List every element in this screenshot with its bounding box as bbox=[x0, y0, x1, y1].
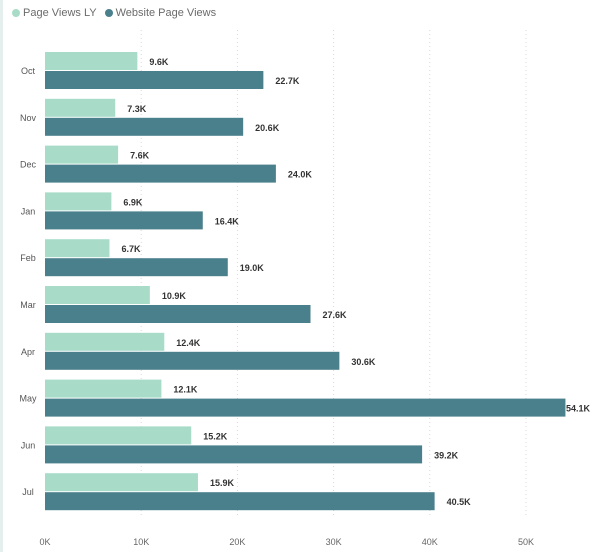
x-tick-label: 20K bbox=[229, 537, 245, 547]
data-label: 15.9K bbox=[210, 478, 235, 488]
data-label: 30.6K bbox=[351, 357, 376, 367]
bar-page-views-ly bbox=[45, 286, 150, 304]
data-label: 7.6K bbox=[130, 151, 150, 161]
bar-page-views-ly bbox=[45, 98, 116, 117]
chart-legend: Page Views LY Website Page Views bbox=[12, 4, 216, 22]
bar-page-views-ly bbox=[45, 239, 110, 258]
data-label: 27.6K bbox=[323, 310, 348, 320]
category-label: Nov bbox=[20, 113, 37, 123]
x-tick-label: 40K bbox=[422, 537, 438, 547]
x-tick-label: 10K bbox=[133, 537, 149, 547]
data-label: 20.6K bbox=[255, 123, 280, 133]
data-label: 15.2K bbox=[203, 431, 228, 441]
bar-page-views-ly bbox=[45, 426, 192, 445]
legend-swatch-icon bbox=[12, 9, 20, 17]
data-label: 24.0K bbox=[288, 170, 313, 180]
data-label: 16.4K bbox=[215, 216, 240, 226]
category-label: May bbox=[19, 394, 37, 404]
x-tick-label: 50K bbox=[518, 537, 534, 547]
legend-swatch-icon bbox=[104, 9, 113, 17]
bar-website-page-views bbox=[45, 492, 435, 511]
data-label: 22.7K bbox=[275, 76, 300, 86]
bar-website-page-views bbox=[45, 258, 228, 277]
bar-website-page-views bbox=[45, 117, 244, 136]
category-label: Mar bbox=[20, 300, 36, 310]
bar-page-views-ly bbox=[45, 473, 198, 492]
category-label: Oct bbox=[21, 66, 36, 76]
data-label: 6.9K bbox=[123, 197, 143, 207]
bar-website-page-views bbox=[45, 211, 203, 230]
bar-page-views-ly bbox=[45, 145, 119, 164]
category-label: Jul bbox=[22, 487, 34, 497]
bar-website-page-views bbox=[45, 351, 340, 370]
data-label: 6.7K bbox=[121, 244, 141, 254]
data-label: 54.1K bbox=[566, 404, 591, 414]
bar-page-views-ly bbox=[45, 332, 165, 351]
category-label: Dec bbox=[20, 160, 37, 170]
category-label: Jun bbox=[21, 440, 36, 450]
bar-page-views-ly bbox=[45, 52, 138, 70]
data-label: 39.2K bbox=[434, 450, 459, 460]
data-label: 12.4K bbox=[176, 338, 201, 348]
legend-item-page-views-ly[interactable]: Page Views LY bbox=[12, 7, 97, 19]
data-label: 7.3K bbox=[127, 104, 147, 114]
category-label: Jan bbox=[21, 206, 36, 216]
bar-website-page-views bbox=[45, 305, 311, 323]
data-label: 9.6K bbox=[149, 57, 169, 67]
category-label: Feb bbox=[20, 253, 36, 263]
bar-website-page-views bbox=[45, 398, 566, 417]
data-label: 10.9K bbox=[162, 291, 187, 301]
x-tick-label: 30K bbox=[326, 537, 342, 547]
category-label: Apr bbox=[21, 347, 35, 357]
data-label: 19.0K bbox=[240, 263, 265, 273]
x-tick-label: 0K bbox=[39, 537, 50, 547]
legend-label: Website Page Views bbox=[115, 7, 217, 19]
data-label: 40.5K bbox=[447, 497, 472, 507]
left-edge-accent bbox=[0, 0, 3, 552]
legend-item-website-page-views[interactable]: Website Page Views bbox=[104, 7, 217, 19]
legend-label: Page Views LY bbox=[23, 7, 97, 19]
bar-page-views-ly bbox=[45, 192, 112, 211]
bar-website-page-views bbox=[45, 71, 264, 89]
data-label: 12.1K bbox=[173, 385, 198, 395]
bar-website-page-views bbox=[45, 164, 276, 183]
bar-page-views-ly bbox=[45, 379, 162, 398]
bar-website-page-views bbox=[45, 445, 423, 464]
